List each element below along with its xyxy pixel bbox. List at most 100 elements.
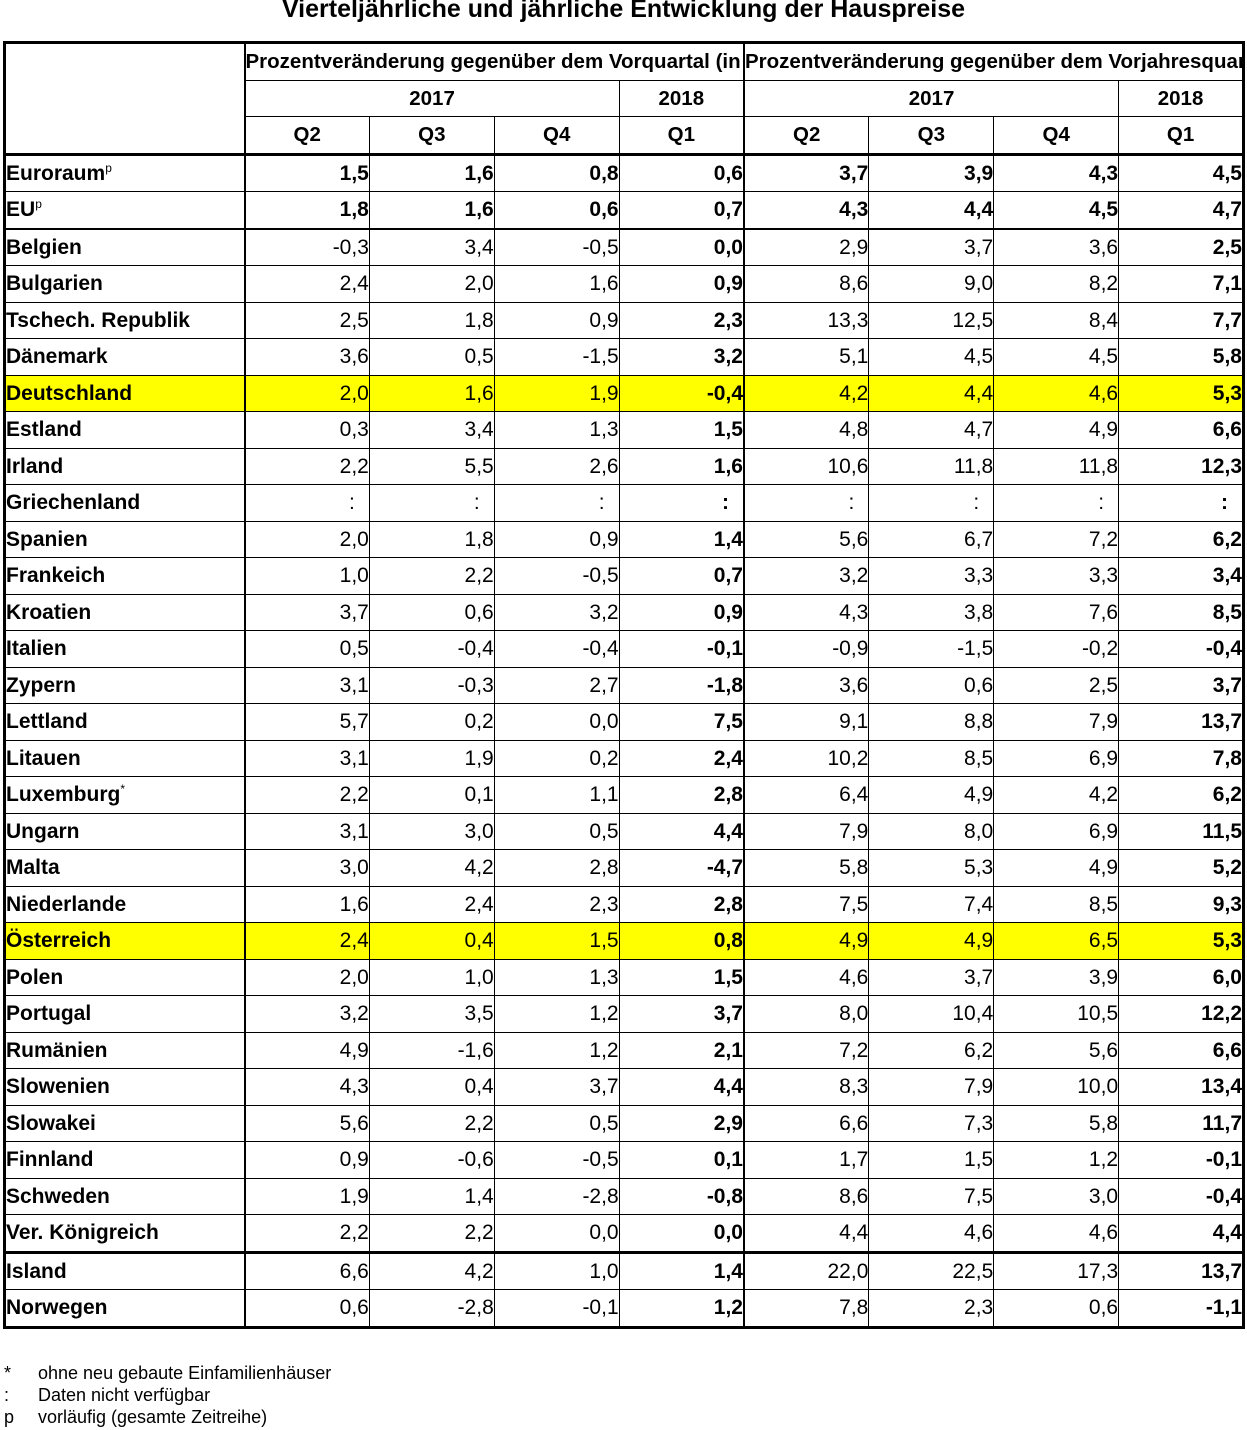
value-cell: 2,8 (619, 776, 744, 814)
value-cell: 3,1 (244, 740, 370, 777)
value-cell: 3,4 (369, 411, 495, 449)
value-cell: 0,5 (369, 338, 495, 376)
value-cell: 6,0 (1118, 959, 1244, 996)
row-label: Bulgarien (4, 265, 246, 303)
value-cell: 0,9 (244, 1141, 370, 1179)
country-name: Slowenien (6, 1075, 110, 1099)
value-cell: 6,6 (743, 1105, 870, 1142)
value-cell: 0,6 (369, 594, 495, 631)
value-cell: 0,7 (619, 191, 744, 229)
value-cell: 11,8 (868, 448, 995, 485)
value-cell: 2,1 (619, 1032, 744, 1069)
value-cell: 1,0 (244, 557, 370, 595)
value-cell: 1,6 (369, 375, 495, 412)
row-label: Frankeich (4, 557, 246, 595)
value-cell: 3,9 (868, 152, 995, 192)
value-cell: 3,6 (743, 667, 870, 704)
value-cell: 2,8 (619, 886, 744, 923)
value-cell: 3,8 (868, 594, 995, 631)
footnote-symbol: p (4, 1407, 15, 1427)
footnote: : Daten nicht verfügbar (4, 1384, 331, 1406)
quarter-header: Q2 (244, 116, 370, 154)
value-cell: 2,2 (244, 448, 370, 485)
value-cell: 0,8 (619, 922, 744, 960)
table-row: Schweden 1,9 1,4 -2,8 -0,8 8,6 7,5 3,0 -0,4 (4, 1178, 1244, 1215)
corner-cell (4, 42, 246, 154)
country-name: Belgien (6, 235, 82, 259)
value-cell: 5,8 (743, 849, 870, 887)
table-row: EUp 1,8 1,6 0,6 0,7 4,3 4,4 4,5 4,7 (4, 191, 1244, 229)
year-header-2017-left: 2017 (244, 80, 620, 117)
quarter-header: Q1 (667, 123, 695, 147)
value-cell: 5,8 (1118, 338, 1244, 376)
value-cell: -0,1 (619, 630, 744, 668)
value-cell: 8,5 (1118, 594, 1244, 631)
quarter-header: Q4 (993, 116, 1120, 154)
value-cell: 0,1 (369, 776, 495, 814)
row-label: Estland (4, 411, 246, 449)
value-cell: 8,4 (993, 302, 1120, 339)
value-cell: : (1118, 484, 1244, 522)
country-name: Malta (6, 856, 60, 880)
value-cell: 1,6 (494, 265, 620, 303)
value-cell: 6,6 (1118, 1032, 1244, 1069)
value-cell: 2,2 (369, 1214, 495, 1253)
value-cell: 12,3 (1118, 448, 1244, 485)
value-cell: 6,2 (1118, 776, 1244, 814)
value-cell: 3,7 (868, 227, 995, 266)
value-cell: 4,3 (743, 191, 870, 229)
country-name: Portugal (6, 1002, 92, 1026)
value-cell: 7,5 (619, 703, 744, 741)
country-name: Polen (6, 965, 64, 989)
value-cell: 0,9 (494, 521, 620, 558)
value-cell: 7,1 (1118, 265, 1244, 303)
value-cell: -2,8 (369, 1289, 495, 1327)
value-cell: 5,6 (743, 521, 870, 558)
value-cell: : (494, 484, 620, 522)
value-cell: 5,7 (244, 703, 370, 741)
row-label-superscript: p (35, 197, 42, 212)
value-cell: 3,7 (1118, 667, 1244, 704)
table-row: Irland 2,2 5,5 2,6 1,6 10,6 11,8 11,8 12,3 (4, 448, 1244, 485)
value-cell: 4,5 (993, 338, 1120, 376)
row-label: Norwegen (4, 1289, 246, 1327)
value-cell: 8,6 (743, 1178, 870, 1215)
value-cell: 2,2 (369, 557, 495, 595)
value-cell: 9,1 (743, 703, 870, 741)
value-cell: 9,3 (1118, 886, 1244, 923)
value-cell: 22,0 (743, 1250, 870, 1290)
table-row: Lettland 5,7 0,2 0,0 7,5 9,1 8,8 7,9 13,7 (4, 703, 1244, 741)
value-cell: 2,4 (369, 886, 495, 923)
country-name: Zypern (6, 673, 77, 697)
value-cell: 6,6 (1118, 411, 1244, 449)
value-cell: 1,1 (494, 776, 620, 814)
value-cell: 1,0 (369, 959, 495, 996)
value-cell: 3,0 (993, 1178, 1120, 1215)
value-cell: : (868, 484, 995, 522)
value-cell: 0,5 (494, 1105, 620, 1142)
value-cell: 1,5 (868, 1141, 995, 1179)
row-label: Lettland (4, 703, 246, 741)
value-cell: 1,8 (244, 191, 370, 229)
value-cell: 2,5 (1118, 227, 1244, 266)
value-cell: -1,6 (369, 1032, 495, 1069)
value-cell: 5,1 (743, 338, 870, 376)
table-row: Finnland 0,9 -0,6 -0,5 0,1 1,7 1,5 1,2 -0,1 (4, 1141, 1244, 1179)
table-row: Polen 2,0 1,0 1,3 1,5 4,6 3,7 3,9 6,0 (4, 959, 1244, 996)
value-cell: 4,5 (868, 338, 995, 376)
year-header-2017-right: 2017 (743, 80, 1120, 117)
value-cell: 8,2 (993, 265, 1120, 303)
table-row: Niederlande 1,6 2,4 2,3 2,8 7,5 7,4 8,5 9,3 (4, 886, 1244, 923)
country-name: Deutschland (6, 381, 133, 405)
value-cell: 5,3 (868, 849, 995, 887)
value-cell: 3,9 (993, 959, 1120, 996)
value-cell: 4,9 (743, 922, 870, 960)
value-cell: 2,6 (494, 448, 620, 485)
value-cell: 10,0 (993, 1068, 1120, 1106)
value-cell: 8,6 (743, 265, 870, 303)
value-cell: 1,4 (369, 1178, 495, 1215)
value-cell: 12,5 (868, 302, 995, 339)
value-cell: 3,7 (244, 594, 370, 631)
value-cell: 3,6 (993, 227, 1120, 266)
table-row: Rumänien 4,9 -1,6 1,2 2,1 7,2 6,2 5,6 6,6 (4, 1032, 1244, 1069)
